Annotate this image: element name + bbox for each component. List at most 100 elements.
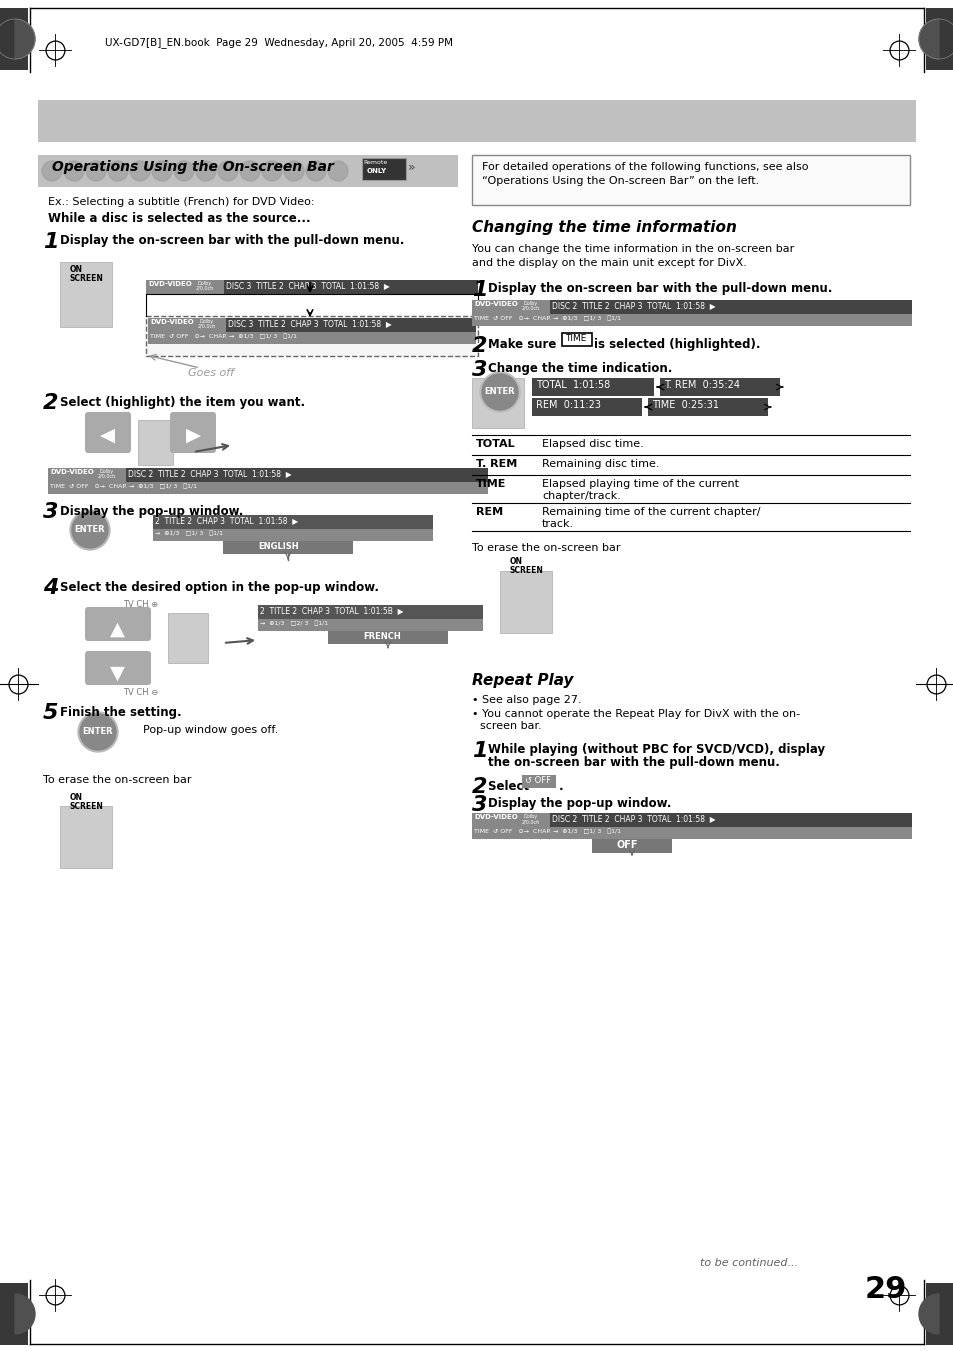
Text: is selected (highlighted).: is selected (highlighted). <box>594 338 760 351</box>
Text: TOTAL: TOTAL <box>476 439 515 449</box>
Bar <box>126 467 488 482</box>
Text: Remote: Remote <box>363 159 387 165</box>
Text: Changing the time information: Changing the time information <box>472 220 736 235</box>
Bar <box>146 316 477 357</box>
Text: T. REM: T. REM <box>476 459 517 469</box>
Text: TIME  0:25:31: TIME 0:25:31 <box>651 400 719 409</box>
Text: Finish the setting.: Finish the setting. <box>60 707 181 719</box>
Circle shape <box>42 161 62 181</box>
Bar <box>925 1283 953 1346</box>
Bar <box>48 467 488 482</box>
Text: track.: track. <box>541 519 574 530</box>
Text: TIME  ↺ OFF   ⊙→  CHAP. →  ⊕1/3   □1/ 3   🖨1/1: TIME ↺ OFF ⊙→ CHAP. → ⊕1/3 □1/ 3 🖨1/1 <box>50 484 196 489</box>
Bar <box>561 332 592 346</box>
Text: 1: 1 <box>43 232 58 253</box>
Text: screen bar.: screen bar. <box>479 721 541 731</box>
Text: ▼: ▼ <box>110 663 125 684</box>
Text: TIME  ↺ OFF   ⊙→  CHAP. →  ⊕1/3   □1/ 3   🖨1/1: TIME ↺ OFF ⊙→ CHAP. → ⊕1/3 □1/ 3 🖨1/1 <box>474 828 620 834</box>
Text: 2/0.0ch: 2/0.0ch <box>521 819 539 824</box>
Text: REM  0:11:23: REM 0:11:23 <box>536 400 600 409</box>
Text: Operations Using the On-screen Bar: Operations Using the On-screen Bar <box>52 159 334 174</box>
Text: ENTER: ENTER <box>83 727 113 736</box>
Text: ON: ON <box>70 265 83 274</box>
Text: TIME: TIME <box>564 334 586 343</box>
Text: OFF: OFF <box>617 840 638 850</box>
Bar <box>168 613 208 663</box>
Text: to be continued...: to be continued... <box>700 1258 797 1269</box>
Text: »: » <box>408 161 416 174</box>
Circle shape <box>262 161 282 181</box>
Circle shape <box>80 713 116 750</box>
Wedge shape <box>15 19 35 59</box>
Text: 2  TITLE 2  CHAP 3  TOTAL  1:01:5B  ▶: 2 TITLE 2 CHAP 3 TOTAL 1:01:5B ▶ <box>260 607 403 615</box>
Text: SCREEN: SCREEN <box>70 802 104 811</box>
Text: 3: 3 <box>472 794 487 815</box>
Text: DISC 3  TITLE 2  CHAP 3  TOTAL  1:01:58  ▶: DISC 3 TITLE 2 CHAP 3 TOTAL 1:01:58 ▶ <box>226 281 390 290</box>
Text: For detailed operations of the following functions, see also: For detailed operations of the following… <box>481 162 807 172</box>
Text: →  ⊕1/3   □2/ 3   🖨1/1: → ⊕1/3 □2/ 3 🖨1/1 <box>260 620 328 626</box>
Circle shape <box>195 161 215 181</box>
Text: Dolby: Dolby <box>100 469 114 474</box>
Bar <box>257 605 482 619</box>
Circle shape <box>481 374 517 409</box>
Text: 1: 1 <box>472 740 487 761</box>
FancyBboxPatch shape <box>85 607 151 640</box>
Bar <box>361 158 406 180</box>
Text: 2: 2 <box>472 336 487 357</box>
Text: TIME  ↺ OFF   ⊙→  CHAP. →  ⊕1/3   □1/ 3   🖨1/1: TIME ↺ OFF ⊙→ CHAP. → ⊕1/3 □1/ 3 🖨1/1 <box>474 315 620 320</box>
Text: ON: ON <box>70 793 83 802</box>
Circle shape <box>64 161 84 181</box>
Circle shape <box>284 161 304 181</box>
Circle shape <box>218 161 237 181</box>
Circle shape <box>173 161 193 181</box>
Text: 3: 3 <box>472 359 487 380</box>
Bar <box>472 378 523 428</box>
Bar <box>148 317 476 332</box>
Bar <box>472 813 911 827</box>
Bar <box>138 420 172 465</box>
Text: ENGLISH: ENGLISH <box>257 542 298 551</box>
Bar <box>146 280 477 295</box>
Bar <box>472 300 911 313</box>
Text: While playing (without PBC for SVCD/VCD), display: While playing (without PBC for SVCD/VCD)… <box>488 743 824 757</box>
Text: DISC 3  TITLE 2  CHAP 3  TOTAL  1:01:58  ▶: DISC 3 TITLE 2 CHAP 3 TOTAL 1:01:58 ▶ <box>228 319 392 328</box>
Text: Dolby: Dolby <box>200 319 213 324</box>
Bar <box>224 280 477 295</box>
Text: ON: ON <box>510 557 522 566</box>
Text: 1: 1 <box>472 280 487 300</box>
Bar <box>38 100 915 142</box>
Text: Display the pop-up window.: Display the pop-up window. <box>488 797 671 811</box>
Text: ◀: ◀ <box>100 426 115 444</box>
Text: REM: REM <box>476 507 502 517</box>
Circle shape <box>78 712 118 753</box>
Circle shape <box>306 161 326 181</box>
Text: FRENCH: FRENCH <box>363 632 400 640</box>
Text: TIME: TIME <box>476 480 506 489</box>
Bar <box>152 530 433 540</box>
Text: Display the on-screen bar with the pull-down menu.: Display the on-screen bar with the pull-… <box>60 234 404 247</box>
Text: Select: Select <box>488 780 533 793</box>
Text: DVD-VIDEO: DVD-VIDEO <box>474 301 517 307</box>
Bar <box>521 775 556 788</box>
Text: ▲: ▲ <box>110 620 125 639</box>
Bar <box>148 332 476 345</box>
Text: ONLY: ONLY <box>367 168 387 174</box>
Text: Remaining disc time.: Remaining disc time. <box>541 459 659 469</box>
Text: UX-GD7[B]_EN.book  Page 29  Wednesday, April 20, 2005  4:59 PM: UX-GD7[B]_EN.book Page 29 Wednesday, Apr… <box>105 38 453 49</box>
Text: Display the pop-up window.: Display the pop-up window. <box>60 505 243 517</box>
Bar <box>226 317 476 332</box>
Text: Pop-up window goes off.: Pop-up window goes off. <box>143 725 278 735</box>
Text: Remaining time of the current chapter/: Remaining time of the current chapter/ <box>541 507 760 517</box>
Text: • You cannot operate the Repeat Play for DivX with the on-: • You cannot operate the Repeat Play for… <box>472 709 800 719</box>
Text: 4: 4 <box>43 578 58 598</box>
Text: 2  TITLE 2  CHAP 3  TOTAL  1:01:58  ▶: 2 TITLE 2 CHAP 3 TOTAL 1:01:58 ▶ <box>154 516 297 526</box>
Text: 2/0.0ch: 2/0.0ch <box>521 305 539 311</box>
Text: Dolby: Dolby <box>523 815 537 819</box>
Text: the on-screen bar with the pull-down menu.: the on-screen bar with the pull-down men… <box>488 757 779 769</box>
Circle shape <box>328 161 348 181</box>
Bar <box>659 378 780 396</box>
Bar <box>48 482 488 494</box>
Text: DVD-VIDEO: DVD-VIDEO <box>474 815 517 820</box>
Bar <box>550 813 911 827</box>
Text: Goes off: Goes off <box>188 367 233 378</box>
